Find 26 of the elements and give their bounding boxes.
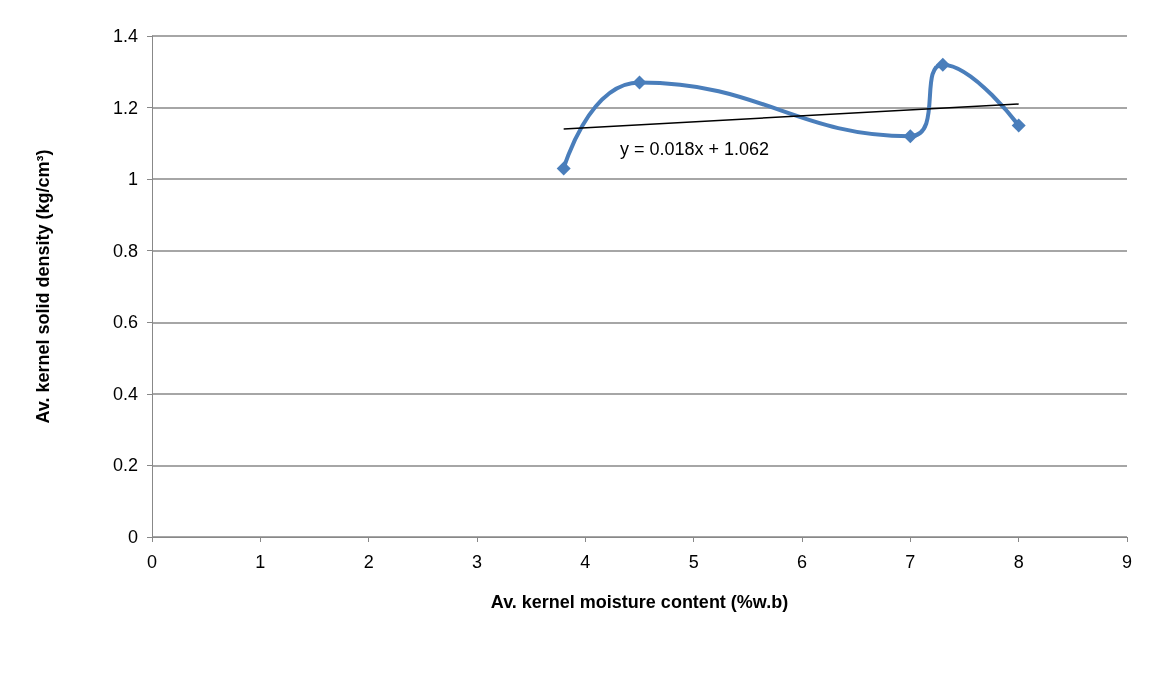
x-tick-label: 4 [580, 552, 591, 572]
x-tick-label: 1 [255, 552, 266, 572]
x-tick-label: 9 [1121, 552, 1133, 572]
x-tick-label: 8 [1013, 552, 1024, 572]
point [632, 75, 647, 90]
x-tick-label: 2 [363, 552, 374, 572]
annotation: y = 0.018x + 1.062 [620, 139, 770, 159]
point [556, 161, 571, 176]
y-tick-label: 0.8 [112, 240, 138, 261]
x-tick-label: 6 [796, 552, 808, 572]
y-tick-label: 1 [127, 169, 138, 190]
y-axis-title: Av. kernel solid density (kg/cm³) [33, 149, 53, 424]
x-tick-label: 3 [471, 552, 483, 572]
y-tick-label: 0.4 [112, 383, 138, 404]
y-tick-label: 0 [127, 527, 138, 547]
y-tick-label: 1.4 [112, 26, 138, 46]
point [1011, 118, 1026, 133]
point [903, 129, 918, 144]
point [935, 57, 950, 72]
y-tick-label: 0.2 [112, 455, 138, 476]
y-tick-label: 1.2 [112, 97, 138, 118]
y-tick-label: 0.6 [112, 312, 138, 333]
x-tick-label: 5 [688, 552, 699, 572]
x-tick-label: 7 [905, 552, 916, 572]
x-tick-label: 0 [146, 552, 158, 572]
x-axis-title: Av. kernel moisture content (%w.b) [490, 592, 789, 612]
